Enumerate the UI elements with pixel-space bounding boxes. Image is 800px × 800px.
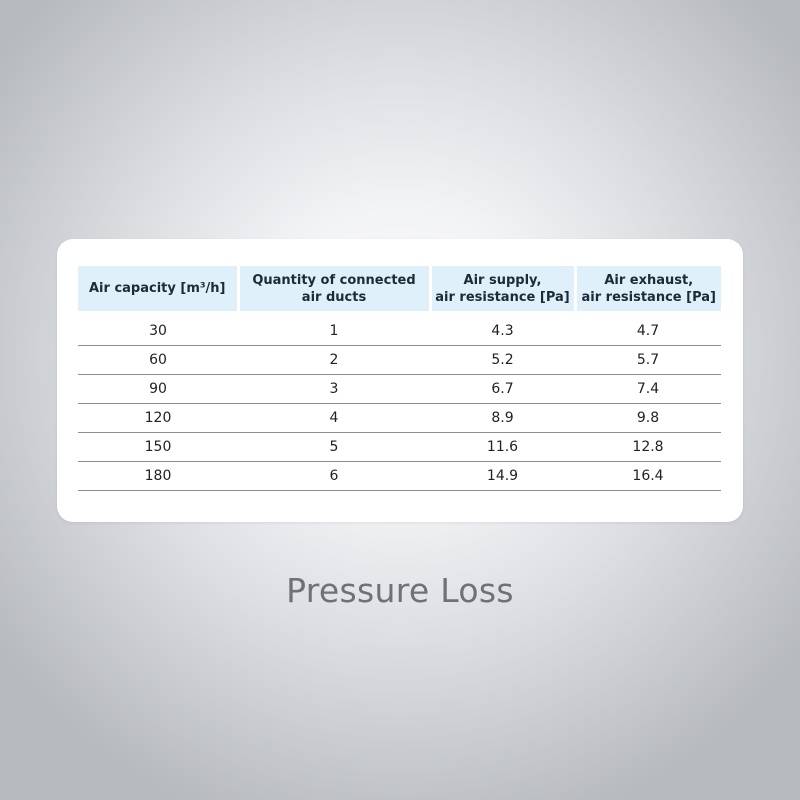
cell-quantity-ducts: 3: [238, 374, 430, 404]
header-quantity-ducts: Quantity of connected air ducts: [236, 266, 430, 317]
table-row: 30 1 4.3 4.7: [78, 313, 721, 346]
cell-quantity-ducts: 6: [238, 461, 430, 491]
header-row: Air capacity [m³/h] Quantity of connecte…: [78, 266, 721, 317]
table-card: Air capacity [m³/h] Quantity of connecte…: [57, 239, 743, 522]
cell-air-capacity: 90: [78, 374, 238, 404]
table-header: Air capacity [m³/h] Quantity of connecte…: [78, 266, 721, 317]
pressure-loss-table: Air capacity [m³/h] Quantity of connecte…: [78, 266, 721, 491]
cell-air-capacity: 60: [78, 345, 238, 375]
cell-air-exhaust: 9.8: [575, 403, 721, 433]
caption-title: Pressure Loss: [286, 571, 514, 610]
cell-quantity-ducts: 4: [238, 403, 430, 433]
header-air-exhaust-resistance: Air exhaust, air resistance [Pa]: [573, 266, 721, 317]
cell-air-supply: 8.9: [430, 403, 575, 433]
cell-air-capacity: 150: [78, 432, 238, 462]
cell-air-supply: 5.2: [430, 345, 575, 375]
table-body: 30 1 4.3 4.7 60 2 5.2 5.7 90 3 6.7 7.4 1…: [78, 313, 721, 491]
cell-air-supply: 6.7: [430, 374, 575, 404]
cell-quantity-ducts: 2: [238, 345, 430, 375]
cell-air-exhaust: 12.8: [575, 432, 721, 462]
cell-air-capacity: 120: [78, 403, 238, 433]
cell-air-exhaust: 16.4: [575, 461, 721, 491]
table-row: 60 2 5.2 5.7: [78, 345, 721, 375]
table-row: 150 5 11.6 12.8: [78, 432, 721, 462]
cell-air-supply: 4.3: [430, 313, 575, 346]
cell-air-capacity: 30: [78, 313, 238, 346]
cell-air-supply: 14.9: [430, 461, 575, 491]
cell-air-exhaust: 4.7: [575, 313, 721, 346]
header-air-capacity: Air capacity [m³/h]: [78, 266, 238, 317]
cell-quantity-ducts: 5: [238, 432, 430, 462]
table-row: 90 3 6.7 7.4: [78, 374, 721, 404]
cell-air-supply: 11.6: [430, 432, 575, 462]
table-row: 180 6 14.9 16.4: [78, 461, 721, 491]
header-air-supply-resistance: Air supply, air resistance [Pa]: [428, 266, 575, 317]
cell-air-exhaust: 7.4: [575, 374, 721, 404]
cell-quantity-ducts: 1: [238, 313, 430, 346]
table-row: 120 4 8.9 9.8: [78, 403, 721, 433]
cell-air-exhaust: 5.7: [575, 345, 721, 375]
cell-air-capacity: 180: [78, 461, 238, 491]
